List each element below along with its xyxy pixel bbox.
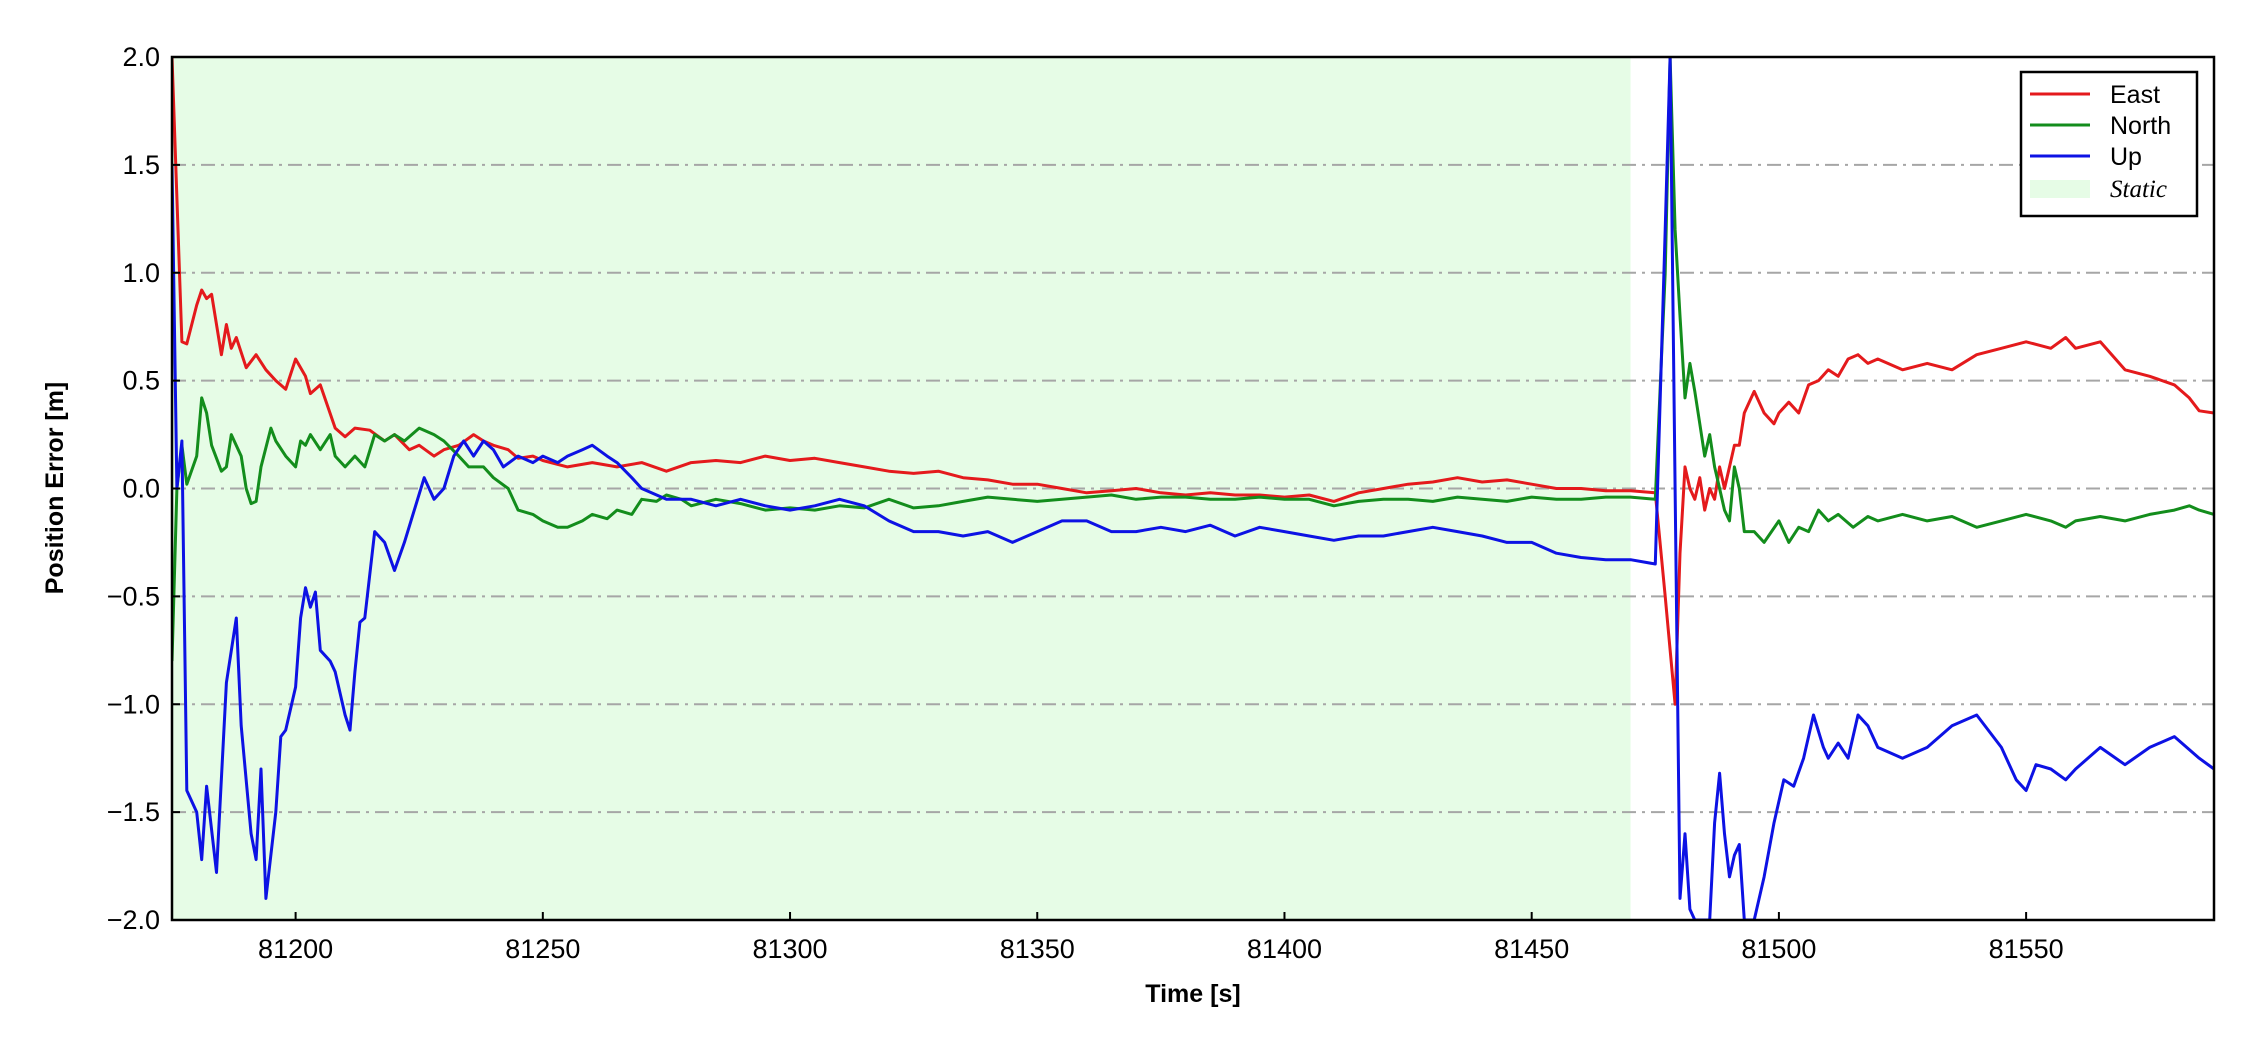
x-tick-labels: 81200 81250 81300 81350 81400 81450 81500 81550 — [258, 934, 2064, 964]
legend-label-static: Static — [2110, 176, 2167, 203]
y-tick-label: 1.5 — [122, 150, 160, 180]
y-tick-label: 2.0 — [122, 42, 160, 72]
y-tick-label: 1.0 — [122, 258, 160, 288]
x-tick-label: 81200 — [258, 934, 333, 964]
y-tick-label: −0.5 — [107, 581, 160, 611]
x-tick-label: 81400 — [1247, 934, 1322, 964]
series-line-up — [172, 57, 2214, 920]
x-tick-label: 81250 — [505, 934, 580, 964]
y-tick-label: −1.5 — [107, 797, 160, 827]
legend-label-east: East — [2110, 81, 2160, 109]
legend-swatch-static — [2030, 180, 2090, 198]
series-lines — [172, 57, 2214, 920]
y-axis-title: Position Error [m] — [41, 382, 69, 595]
series-line-north — [172, 57, 2214, 662]
x-axis-title: Time [s] — [1145, 980, 1240, 1008]
y-tick-label: −2.0 — [107, 905, 160, 935]
y-tick-label: −1.0 — [107, 689, 160, 719]
x-tick-label: 81350 — [1000, 934, 1075, 964]
legend: East North Up Static — [2019, 70, 2199, 218]
y-tick-label: 0.5 — [122, 366, 160, 396]
x-tick-label: 81300 — [752, 934, 827, 964]
y-grid-lines — [172, 163, 2214, 814]
legend-label-up: Up — [2110, 143, 2142, 171]
x-tick-label: 81550 — [1989, 934, 2064, 964]
y-tick-label: 0.0 — [122, 474, 160, 504]
series-line-east — [172, 57, 2214, 706]
legend-label-north: North — [2110, 112, 2171, 140]
axis-ticks — [172, 56, 2028, 921]
y-tick-labels: 2.0 1.5 1.0 0.5 0.0 −0.5 −1.0 −1.5 −2.0 — [107, 42, 160, 935]
x-tick-label: 81500 — [1741, 934, 1816, 964]
x-tick-label: 81450 — [1494, 934, 1569, 964]
